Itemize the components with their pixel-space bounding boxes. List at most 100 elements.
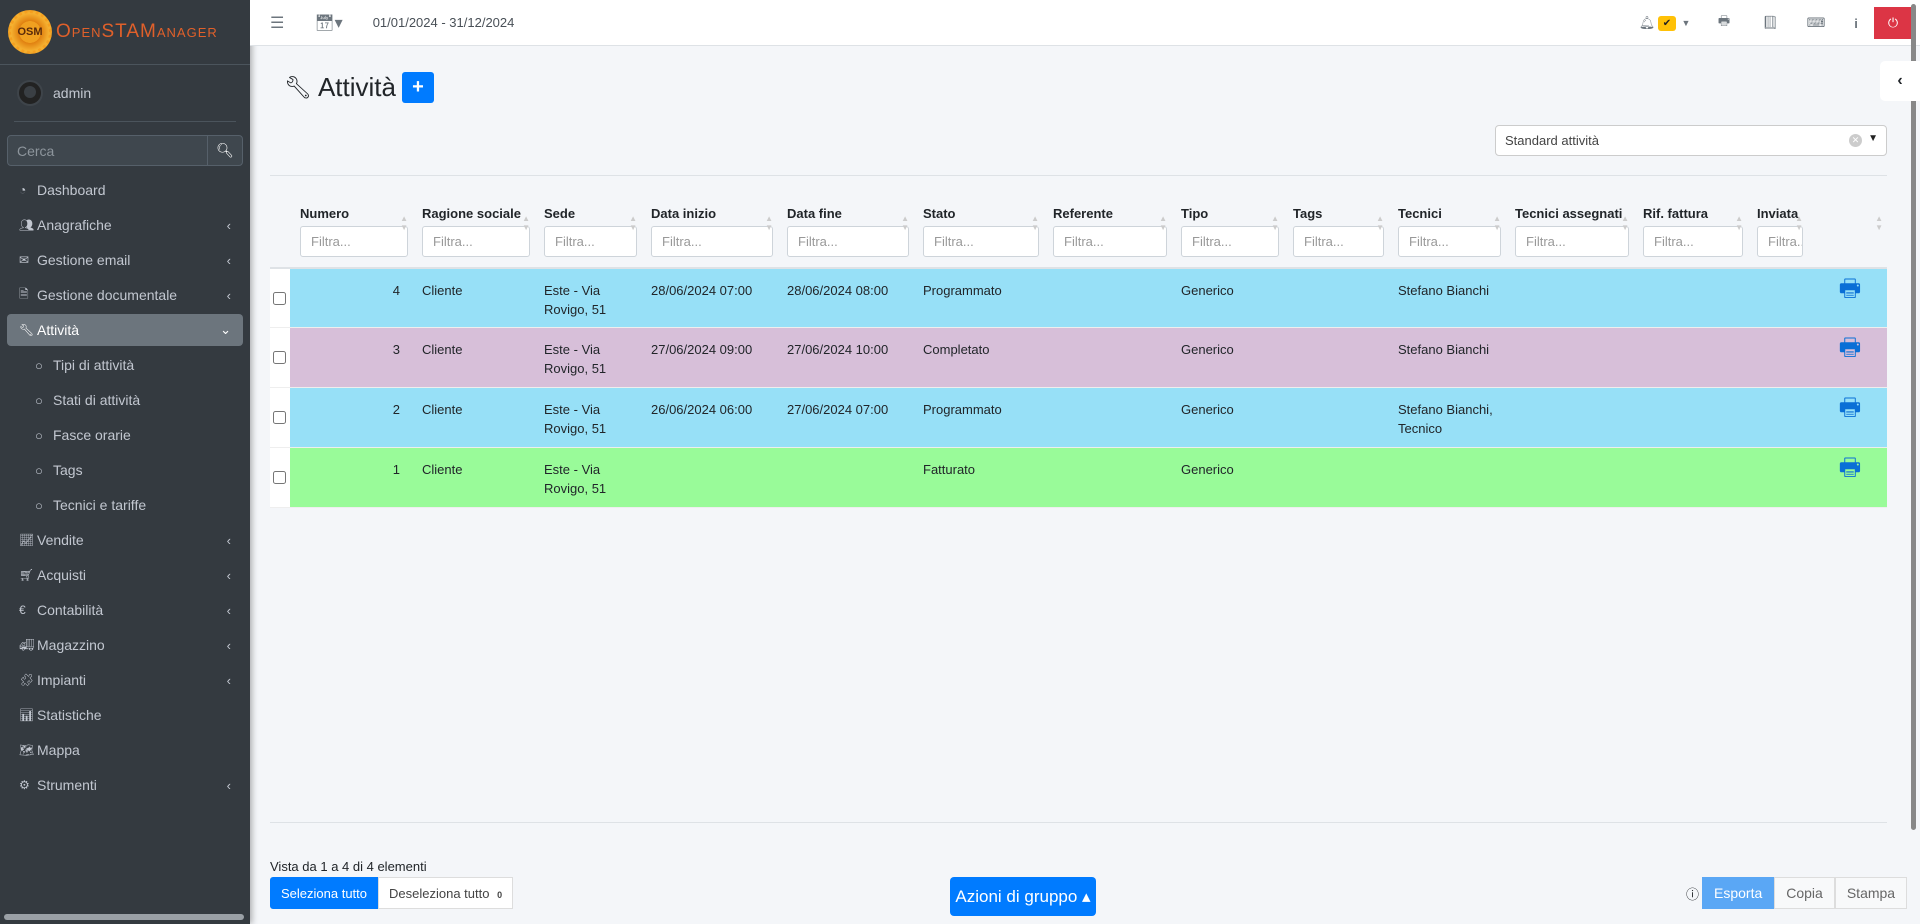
print-icon[interactable]: 🖶 [1838,454,1862,481]
column-header-inviata[interactable]: Inviata Filtra...▲▼ [1747,176,1807,268]
column-header-numero[interactable]: Numero Filtra... ▲ ▼ [290,176,412,268]
sort-icon[interactable]: ▲ ▼ [1795,214,1803,232]
sidebar-item-magazzino[interactable]: 🚚︎ Magazzino ‹ [7,629,243,661]
table-cell: 28/06/2024 08:00 [787,282,889,298]
table-row[interactable]: 3 Cliente Este - Via Rovigo, 51 27/06/2024 … [270,327,1887,388]
column-filter-input[interactable]: Filtra... [1053,225,1167,257]
column-header-tipo[interactable]: Tipo Filtra... ▲ ▼ [1171,176,1283,268]
search-input[interactable] [8,136,207,165]
date-range[interactable]: 01/01/2024 - 31/12/2024 [372,15,515,30]
info-icon[interactable]: i [1854,15,1858,31]
print-icon[interactable]: 🖶 [1717,13,1731,28]
sort-icon[interactable]: ▲ ▼ [901,214,909,232]
print-icon[interactable]: 🖶 [1838,334,1862,361]
column-filter-input[interactable]: Filtra... [651,225,773,257]
bell-icon[interactable]: 🔔︎ [1638,15,1656,30]
sort-icon[interactable]: ▲ ▼ [629,214,637,232]
caret-down-icon[interactable]: ▼ [1681,18,1691,28]
copy-button[interactable]: Copia [1774,877,1835,909]
sort-icon[interactable]: ▲ ▼ [1271,214,1279,232]
sort-icon[interactable]: ▲ ▼ [1159,214,1167,232]
column-header-actions[interactable]: ▲ ▼ [1807,176,1887,268]
sort-icon[interactable]: ▲ ▼ [1735,214,1743,232]
row-checkbox[interactable] [273,291,286,305]
book-icon[interactable]: 📕︎ [1761,15,1779,30]
row-checkbox[interactable] [273,411,286,424]
sort-icon[interactable]: ▲ ▼ [1031,214,1039,232]
help-icon[interactable]: ⓘ [1686,887,1700,902]
sidebar-item-contabilit-[interactable]: €︎ Contabilità ‹ [7,594,243,626]
logo[interactable]: OSM OpenSTAManager [0,0,250,65]
sidebar-item-tecnici-e-tariffe[interactable]: ○︎ Tecnici e tariffe [7,489,243,521]
calendar-icon[interactable]: 📅︎▾ [314,14,343,32]
column-filter-input[interactable]: Filtra... [300,225,408,257]
deselect-all-button[interactable]: Deseleziona tutto 0 [378,877,514,909]
column-header-rif-fattura[interactable]: Rif. fattura Filtra... ▲ ▼ [1633,176,1747,268]
logout-power-icon[interactable]: ⏻ [1874,7,1912,39]
clear-icon[interactable]: ✕ [1849,134,1862,147]
control-sidebar-toggle-chevron-left-icon[interactable]: ‹ [1880,61,1920,101]
sort-icon[interactable]: ▲ ▼ [1493,214,1501,232]
column-filter-input[interactable]: Filtra... [1293,225,1384,257]
column-filter-input[interactable]: Filtra... [923,225,1039,257]
select-all-button[interactable]: Seleziona tutto [270,877,379,909]
sidebar-item-strumenti[interactable]: ⚙︎ Strumenti ‹ [7,769,243,801]
sidebar-item-stati-di-attivit-[interactable]: ○︎ Stati di attività [7,384,243,416]
column-filter-input[interactable]: Filtra... [1757,225,1803,257]
sidebar-scrollbar[interactable] [4,914,244,920]
sort-icon[interactable]: ▲ ▼ [765,214,773,232]
sidebar-item-dashboard[interactable]: ◔︎ Dashboard [7,174,243,206]
sort-icon[interactable]: ▲ ▼ [400,214,408,232]
sidebar-item-attivit-[interactable]: 🔧︎ Attività ⌄ [7,314,243,346]
table-row[interactable]: 1 Cliente Este - Via Rovigo, 51 Fatturato Ge… [270,447,1887,508]
print-icon[interactable]: 🖶 [1838,274,1862,302]
sidebar-item-impianti[interactable]: 🧩︎ Impianti ‹ [7,664,243,696]
user-panel[interactable]: admin [14,65,236,122]
table-row[interactable]: 2 Cliente Este - Via Rovigo, 51 26/06/2024 … [270,387,1887,448]
column-header-stato[interactable]: Stato Filtra... ▲ ▼ [913,176,1043,268]
notification-check-badge[interactable]: ✔ [1658,15,1676,31]
column-filter-input[interactable]: Filtra... [544,225,637,257]
column-header-tecnici[interactable]: Tecnici Filtra... ▲ ▼ [1388,176,1505,268]
column-header-ragione-sociale[interactable]: Ragione sociale Filtra... ▲ ▼ [412,176,534,268]
column-filter-input[interactable]: Filtra... [1515,225,1629,257]
sort-icon[interactable]: ▲ ▼ [522,214,530,232]
sort-icon[interactable]: ▲ ▼ [1621,214,1629,232]
print-icon[interactable]: 🖶 [1838,394,1862,421]
sidebar-item-vendite[interactable]: 📈︎ Vendite ‹ [7,524,243,556]
menu-toggle-icon[interactable]: ☰ [270,14,285,32]
row-checkbox[interactable] [273,471,286,484]
sidebar-item-anagrafiche[interactable]: 👥︎ Anagrafiche ‹ [7,209,243,241]
column-header-sede[interactable]: Sede Filtra... ▲ ▼ [534,176,641,268]
keyboard-icon[interactable]: ⌨ [1806,15,1826,30]
page-scrollbar[interactable] [1911,4,1916,830]
sidebar-item-fasce-orarie[interactable]: ○︎ Fasce orarie [7,419,243,451]
sidebar-item-mappa[interactable]: 🗺︎ Mappa [7,734,243,766]
column-filter-input[interactable]: Filtra... [1643,225,1743,257]
column-filter-input[interactable]: Filtra... [1181,225,1279,257]
column-filter-input[interactable]: Filtra... [787,225,909,257]
sidebar-item-acquisti[interactable]: 🛒︎ Acquisti ‹ [7,559,243,591]
sidebar-item-statistiche[interactable]: 📊︎ Statistiche [7,699,243,731]
column-header-referente[interactable]: Referente Filtra... ▲ ▼ [1043,176,1171,268]
sort-icon[interactable]: ▲ ▼ [1376,214,1384,232]
add-button[interactable]: + [401,72,434,103]
row-checkbox[interactable] [273,351,286,364]
column-header-tecnici-assegnati[interactable]: Tecnici assegnati Filtra... ▲ ▼ [1505,176,1633,268]
sidebar-item-gestione-documentale[interactable]: 🗎︎ Gestione documentale ‹ [7,279,243,311]
sidebar-item-tipi-di-attivit-[interactable]: ○︎ Tipi di attività [7,349,243,381]
group-actions-button[interactable]: Azioni di gruppo ▴ [950,877,1096,916]
column-header-tags[interactable]: Tags Filtra... ▲ ▼ [1283,176,1388,268]
column-header-data-fine[interactable]: Data fine Filtra... ▲ ▼ [777,176,913,268]
segment-select[interactable]: Standard attività ✕ ▼ [1495,125,1887,156]
table-row[interactable]: 4 Cliente Este - Via Rovigo, 51 28/06/2024 … [270,267,1887,328]
print-button[interactable]: Stampa [1834,877,1908,909]
sidebar-item-tags[interactable]: ○︎ Tags [7,454,243,486]
export-button[interactable]: Esporta [1702,877,1775,909]
search-button[interactable]: 🔍︎ [207,136,242,165]
column-header-data-inizio[interactable]: Data inizio Filtra... ▲ ▼ [641,176,777,268]
sort-icon[interactable]: ▲ ▼ [1875,214,1883,232]
sidebar-item-gestione-email[interactable]: ✉︎ Gestione email ‹ [7,244,243,276]
column-filter-input[interactable]: Filtra... [1398,225,1501,257]
column-filter-input[interactable]: Filtra... [422,225,530,257]
